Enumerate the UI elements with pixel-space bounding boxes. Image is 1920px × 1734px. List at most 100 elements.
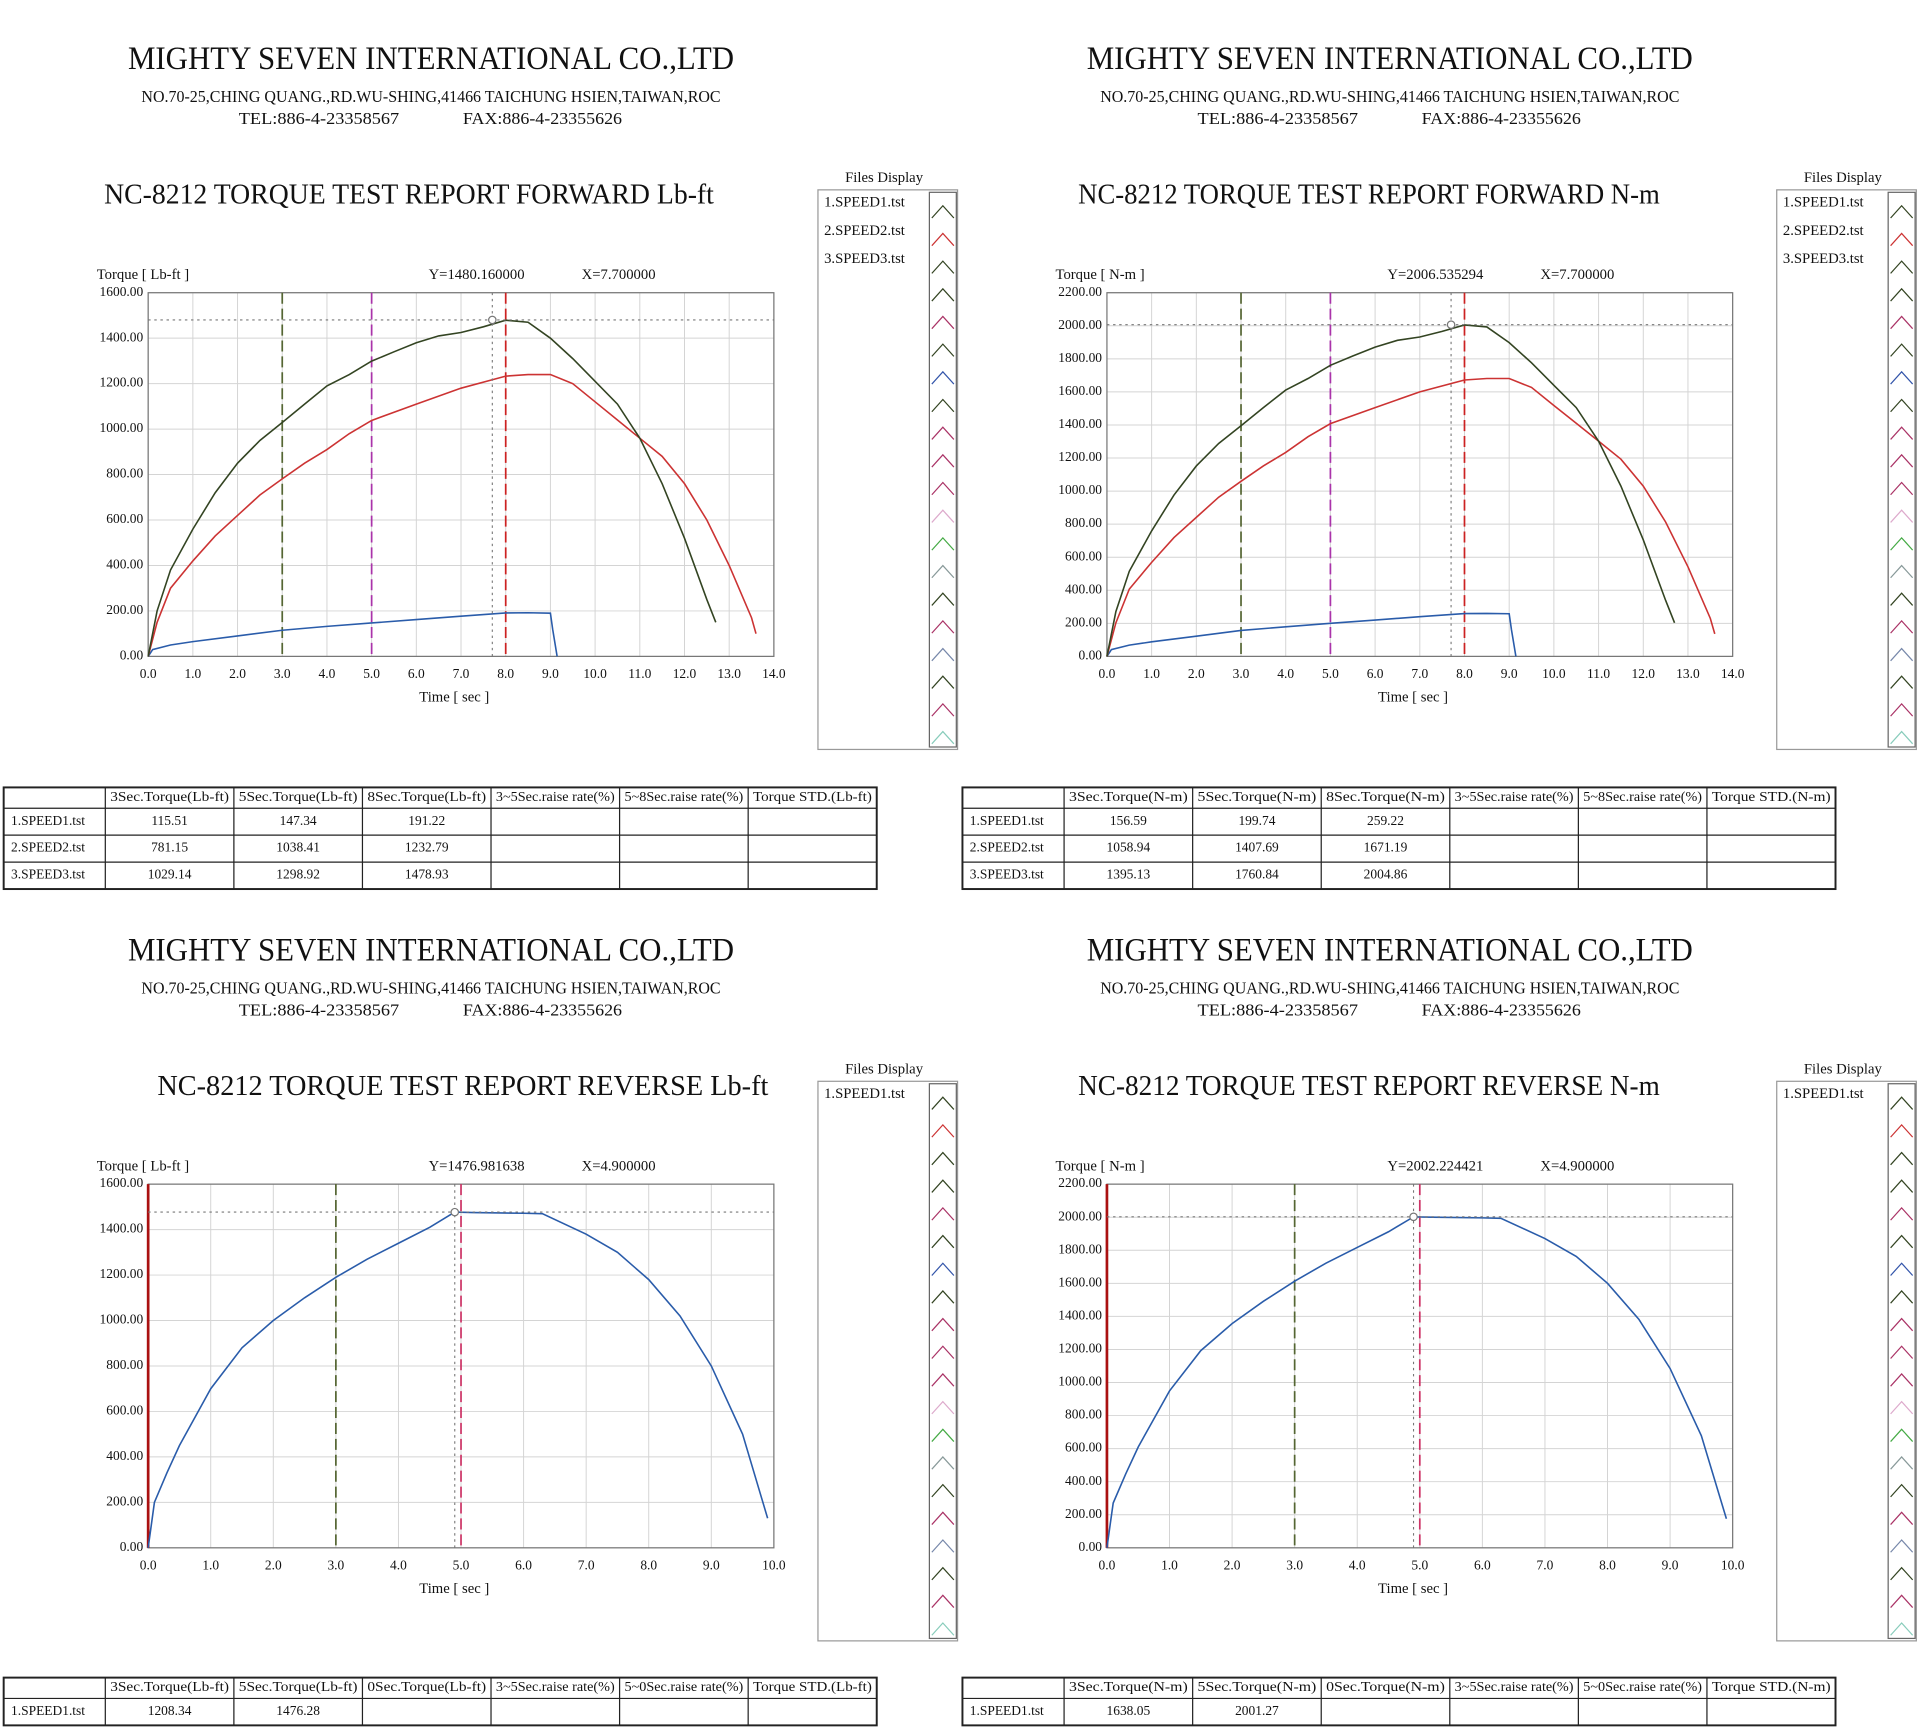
- torque-curve: [1106, 1216, 1728, 1548]
- files-strip: [1887, 191, 1916, 748]
- file-icon: [931, 1428, 955, 1442]
- plot-frame: [147, 292, 775, 657]
- y-tick-label: 1600.00: [100, 284, 144, 299]
- table-cell: 199.74: [1238, 813, 1275, 828]
- table-header: 3~5Sec.raise rate(%): [1455, 789, 1574, 804]
- x-tick-label: 6.0: [515, 1557, 532, 1572]
- file-icon: [1890, 1622, 1914, 1636]
- file-icon: [931, 287, 955, 302]
- x-tick-label: 0.0: [140, 1557, 157, 1572]
- x-tick-label: 0.0: [1099, 1557, 1116, 1572]
- x-tick-label: 11.0: [628, 666, 651, 681]
- company-name: MIGHTY SEVEN INTERNATIONAL CO.,LTD: [1087, 932, 1693, 968]
- legend-entry: 2.SPEED2.tst: [1783, 223, 1864, 239]
- legend-title: Files Display: [1804, 170, 1883, 186]
- table-header: 3~5Sec.raise rate(%): [1455, 1679, 1574, 1694]
- table-header: Torque STD.(N-m): [1712, 1679, 1831, 1694]
- table-frame: [961, 1676, 1837, 1727]
- x-tick-label: 2.0: [1188, 666, 1205, 681]
- file-icon: [1890, 398, 1914, 413]
- file-icon: [931, 204, 955, 219]
- cursor-y-readout: Y=1480.160000: [429, 267, 525, 283]
- company-name: MIGHTY SEVEN INTERNATIONAL CO.,LTD: [1087, 41, 1693, 77]
- file-icon: [931, 536, 955, 551]
- file-icon: [1890, 1594, 1914, 1608]
- file-icon: [1890, 287, 1914, 302]
- file-icon: [1890, 730, 1914, 745]
- y-axis-label: Torque [ N-m ]: [1056, 1158, 1145, 1174]
- y-tick-label: 400.00: [106, 1448, 143, 1463]
- x-axis-label: Time [ sec ]: [419, 1581, 489, 1597]
- y-tick-label: 1400.00: [100, 1221, 144, 1236]
- x-tick-label: 5.0: [1322, 666, 1339, 681]
- torque-curve: [1106, 377, 1716, 657]
- y-tick-label: 200.00: [1065, 1506, 1102, 1521]
- x-tick-label: 4.0: [319, 666, 336, 681]
- table-header: Torque STD.(Lb-ft): [753, 789, 872, 804]
- row-name: 2.SPEED2.tst: [970, 840, 1044, 855]
- torque-curve: [1106, 324, 1676, 657]
- table-header: 5Sec.Torque(Lb-ft): [239, 1679, 358, 1694]
- file-icon: [1890, 481, 1914, 496]
- cursor-x-readout: X=7.700000: [1540, 267, 1614, 283]
- file-icon: [931, 1594, 955, 1608]
- file-icon: [1890, 232, 1914, 247]
- file-icon: [1890, 370, 1914, 385]
- table-cell: 781.15: [151, 840, 188, 855]
- file-icon: [931, 426, 955, 440]
- file-icon: [1890, 1234, 1914, 1249]
- table-header: 3Sec.Torque(Lb-ft): [110, 1679, 229, 1694]
- table-header: Torque STD.(Lb-ft): [753, 1679, 872, 1694]
- file-icon: [1890, 1400, 1914, 1415]
- file-icon: [931, 730, 955, 745]
- torque-curve: [1106, 612, 1517, 657]
- table-cell: 1638.05: [1107, 1703, 1151, 1718]
- x-tick-label: 13.0: [1676, 666, 1700, 681]
- x-axis-label: Time [ sec ]: [1378, 1581, 1448, 1597]
- x-tick-label: 7.0: [578, 1557, 595, 1572]
- x-tick-label: 8.0: [1599, 1557, 1616, 1572]
- x-tick-label: 14.0: [762, 666, 786, 681]
- file-icon: [1890, 426, 1914, 440]
- file-icon: [931, 1456, 955, 1470]
- file-icon: [1890, 509, 1914, 523]
- file-icon: [931, 1483, 955, 1498]
- row-name: 3.SPEED3.tst: [970, 867, 1044, 882]
- row-name: 2.SPEED2.tst: [11, 840, 85, 855]
- chart-title: NC-8212 TORQUE TEST REPORT REVERSE Lb-ft: [157, 1071, 768, 1102]
- file-icon: [931, 1290, 955, 1304]
- y-tick-label: 1000.00: [1058, 482, 1102, 497]
- y-tick-label: 600.00: [1065, 1440, 1102, 1455]
- file-icon: [931, 1179, 955, 1193]
- file-icon: [1890, 1483, 1914, 1498]
- y-tick-label: 800.00: [106, 1357, 143, 1372]
- y-tick-label: 200.00: [106, 602, 143, 617]
- y-tick-label: 0.00: [120, 647, 144, 662]
- x-tick-label: 5.0: [453, 1557, 470, 1572]
- row-name: 1.SPEED1.tst: [970, 1703, 1044, 1718]
- chart-title: NC-8212 TORQUE TEST REPORT REVERSE N-m: [1078, 1071, 1660, 1102]
- x-tick-label: 1.0: [202, 1557, 219, 1572]
- table-header: 5~8Sec.raise rate(%): [624, 789, 743, 804]
- cursor-point: [488, 315, 497, 325]
- x-tick-label: 6.0: [1367, 666, 1384, 681]
- file-icon: [1890, 1206, 1914, 1221]
- table-cell: 1232.79: [405, 840, 449, 855]
- table-cell: 1029.14: [148, 867, 192, 882]
- company-name: MIGHTY SEVEN INTERNATIONAL CO.,LTD: [128, 41, 734, 77]
- x-tick-label: 7.0: [1411, 666, 1428, 681]
- file-icon: [931, 1622, 955, 1636]
- company-fax: FAX:886-4-23355626: [1422, 1000, 1582, 1019]
- file-icon: [1890, 1511, 1914, 1525]
- file-icon: [1890, 1290, 1914, 1304]
- torque-curve: [147, 1211, 769, 1548]
- row-name: 1.SPEED1.tst: [11, 813, 85, 828]
- x-tick-label: 11.0: [1587, 666, 1610, 681]
- table-cell: 1298.92: [276, 867, 320, 882]
- file-icon: [1890, 702, 1914, 717]
- file-icon: [1890, 1123, 1914, 1138]
- file-icon: [931, 260, 955, 274]
- x-tick-label: 9.0: [1662, 1557, 1679, 1572]
- company-name: MIGHTY SEVEN INTERNATIONAL CO.,LTD: [128, 932, 734, 968]
